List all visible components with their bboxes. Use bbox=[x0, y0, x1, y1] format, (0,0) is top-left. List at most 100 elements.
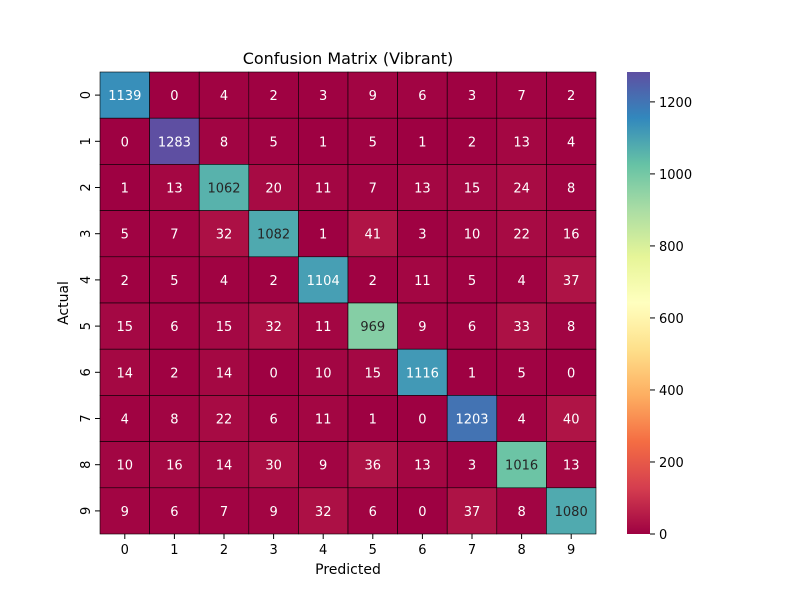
heatmap-cell bbox=[298, 117, 349, 165]
cell-value-label: 1283 bbox=[158, 135, 191, 150]
cell-value-label: 8 bbox=[220, 135, 228, 150]
heatmap-cell bbox=[546, 256, 597, 304]
heatmap-cell bbox=[446, 256, 498, 304]
cell-value-label: 2 bbox=[269, 89, 277, 104]
heatmap-cell bbox=[496, 210, 547, 258]
heatmap-cell bbox=[99, 302, 150, 350]
y-tick-label: 1 bbox=[79, 137, 94, 145]
heatmap-cell bbox=[198, 395, 250, 442]
cell-value-label: 4 bbox=[220, 274, 228, 289]
cell-value-label: 0 bbox=[418, 505, 426, 520]
cell-value-label: 16 bbox=[563, 228, 580, 243]
heatmap-cell bbox=[546, 210, 597, 258]
cell-value-label: 1082 bbox=[257, 228, 290, 243]
heatmap-cell bbox=[496, 256, 547, 304]
x-tick-label: 4 bbox=[319, 543, 327, 558]
cell-value-label: 9 bbox=[418, 320, 426, 335]
heatmap-cell bbox=[496, 164, 547, 211]
cell-value-label: 1 bbox=[319, 228, 327, 243]
cell-value-label: 8 bbox=[517, 505, 525, 520]
heatmap-cell bbox=[149, 487, 200, 535]
heatmap-cell bbox=[546, 487, 597, 535]
cell-value-label: 2 bbox=[369, 274, 377, 289]
heatmap-cell bbox=[198, 487, 250, 535]
cell-value-label: 10 bbox=[117, 459, 134, 474]
heatmap-cells bbox=[99, 71, 597, 535]
cell-value-label: 6 bbox=[369, 505, 377, 520]
cell-value-label: 6 bbox=[170, 320, 178, 335]
heatmap-cell bbox=[546, 71, 597, 119]
cell-value-label: 36 bbox=[365, 459, 382, 474]
cell-value-label: 1 bbox=[468, 366, 476, 381]
heatmap-cell bbox=[546, 164, 597, 211]
cell-value-label: 4 bbox=[121, 413, 129, 428]
cell-value-label: 4 bbox=[517, 413, 525, 428]
cell-value-label: 13 bbox=[414, 459, 431, 474]
heatmap-cell bbox=[446, 487, 498, 535]
colorbar-gradient bbox=[627, 72, 650, 534]
cell-value-label: 6 bbox=[170, 505, 178, 520]
cell-value-label: 5 bbox=[517, 366, 525, 381]
heatmap-cell bbox=[347, 117, 398, 165]
cell-value-label: 11 bbox=[315, 413, 332, 428]
heatmap-cell bbox=[198, 348, 250, 396]
heatmap-cell bbox=[149, 117, 200, 165]
x-tick-label: 6 bbox=[418, 543, 426, 558]
cell-value-label: 37 bbox=[464, 505, 481, 520]
x-tick-label: 1 bbox=[170, 543, 178, 558]
heatmap-cell bbox=[397, 256, 448, 304]
heatmap-cell bbox=[149, 71, 200, 119]
heatmap-cell bbox=[496, 302, 547, 350]
heatmap-cell bbox=[99, 487, 150, 535]
y-axis-label: Actual bbox=[56, 281, 72, 325]
y-tick-label: 8 bbox=[79, 461, 94, 469]
heatmap-cell bbox=[446, 348, 498, 396]
cell-value-label: 8 bbox=[567, 182, 575, 197]
heatmap-cell bbox=[248, 487, 299, 535]
heatmap-cell bbox=[248, 348, 299, 396]
heatmap-cell bbox=[496, 487, 547, 535]
colorbar: 0 200 400 600 800 1000 1200 bbox=[627, 72, 692, 543]
cell-value-label: 20 bbox=[265, 182, 282, 197]
cell-value-label: 10 bbox=[464, 228, 481, 243]
heatmap-cell bbox=[347, 395, 398, 442]
cell-value-label: 8 bbox=[170, 413, 178, 428]
cell-value-label: 24 bbox=[513, 182, 530, 197]
heatmap-cell bbox=[347, 487, 398, 535]
cell-value-label: 15 bbox=[216, 320, 233, 335]
cell-value-label: 3 bbox=[418, 228, 426, 243]
heatmap-cell bbox=[496, 71, 547, 119]
heatmap-cell bbox=[347, 210, 398, 258]
heatmap-cell bbox=[99, 71, 150, 119]
cell-value-label: 3 bbox=[468, 459, 476, 474]
heatmap-cell bbox=[446, 302, 498, 350]
cell-value-label: 0 bbox=[121, 135, 129, 150]
cell-value-label: 11 bbox=[315, 320, 332, 335]
cell-value-label: 7 bbox=[220, 505, 228, 520]
cell-value-label: 5 bbox=[121, 228, 129, 243]
heatmap-cell bbox=[397, 348, 448, 396]
cell-value-label: 5 bbox=[468, 274, 476, 289]
cell-value-label: 7 bbox=[170, 228, 178, 243]
cell-value-label: 5 bbox=[269, 135, 277, 150]
heatmap-cell bbox=[397, 71, 448, 119]
x-tick-label: 5 bbox=[369, 543, 377, 558]
heatmap-cell bbox=[446, 71, 498, 119]
cell-value-label: 0 bbox=[170, 89, 178, 104]
y-tick-label: 9 bbox=[79, 507, 94, 515]
cell-value-label: 5 bbox=[369, 135, 377, 150]
heatmap-cell bbox=[149, 164, 200, 211]
heatmap-cell bbox=[546, 117, 597, 165]
cell-value-label: 14 bbox=[117, 366, 134, 381]
cell-value-label: 4 bbox=[220, 89, 228, 104]
cell-value-label: 1062 bbox=[207, 182, 240, 197]
cell-value-label: 4 bbox=[517, 274, 525, 289]
heatmap-cell bbox=[347, 164, 398, 211]
heatmap-cell bbox=[496, 348, 547, 396]
cell-value-label: 9 bbox=[121, 505, 129, 520]
x-axis: 0 1 2 3 4 5 6 7 8 9 bbox=[121, 534, 575, 558]
cell-value-label: 6 bbox=[418, 89, 426, 104]
heatmap-cell bbox=[149, 395, 200, 442]
y-tick-label: 4 bbox=[79, 276, 94, 284]
heatmap-cell bbox=[248, 256, 299, 304]
